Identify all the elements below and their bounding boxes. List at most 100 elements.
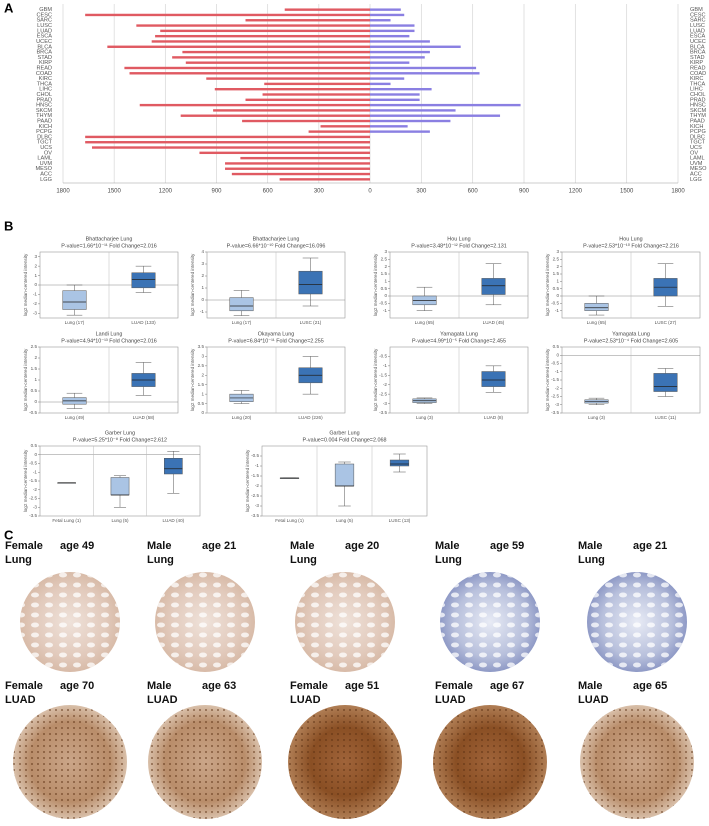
bar	[264, 82, 370, 86]
age-label: age 70	[60, 680, 94, 692]
y-tick-label: -0.5	[551, 361, 559, 366]
category-label: LAML	[690, 156, 705, 162]
bar	[155, 34, 370, 38]
x-tick-label: 1500	[107, 189, 121, 195]
x-tick-label: Lung (17)	[65, 320, 85, 325]
bar	[85, 141, 370, 144]
bar	[245, 19, 370, 22]
x-tick-label: LUAD (226)	[298, 415, 323, 420]
category-label: KICH	[690, 124, 703, 130]
category-label: UVM	[690, 161, 703, 167]
y-tick-label: -2	[33, 301, 38, 306]
tissue-images: Female age 49 Lung Male age 21 Lung Male age 20…	[5, 540, 694, 819]
category-label: UCS	[40, 145, 52, 151]
y-tick-label: 0	[556, 352, 559, 357]
y-tick-label: -1.5	[251, 473, 259, 478]
category-label: STAD	[690, 55, 705, 61]
category-label: LIHC	[690, 87, 703, 93]
y-tick-label: 1	[34, 377, 37, 382]
x-tick-label: Lung (3)	[588, 415, 606, 420]
category-label: HNSC	[36, 103, 52, 109]
category-label: LAML	[37, 156, 52, 162]
y-tick-label: 1	[556, 279, 559, 284]
category-label: PRAD	[36, 97, 52, 103]
y-tick-label: 2	[201, 273, 204, 278]
category-label: CESC	[690, 12, 706, 18]
bar	[225, 167, 370, 170]
age-label: age 21	[633, 540, 667, 552]
bar	[160, 29, 370, 33]
y-axis-label: log2 median-centered intensity	[373, 348, 378, 411]
y-tick-label: 0	[201, 410, 204, 415]
y-tick-label: 0.5	[31, 443, 38, 448]
category-label: READ	[690, 65, 706, 71]
category-label: KIRP	[39, 60, 52, 66]
bar	[370, 29, 415, 33]
category-label: OV	[690, 150, 698, 156]
y-tick-label: -3.5	[379, 410, 387, 415]
chart-title: Garber Lung	[329, 430, 359, 436]
bar	[370, 40, 430, 43]
y-tick-label: -2	[255, 483, 260, 488]
y-tick-label: -1	[555, 308, 560, 313]
y-tick-label: -2.5	[551, 394, 559, 399]
bar	[213, 109, 370, 112]
y-tick-label: -1	[33, 469, 38, 474]
chart-subtitle: P-value=5.25*10⁻⁸ Fold Change=2.612	[73, 437, 167, 443]
x-tick-label: 1500	[620, 189, 634, 195]
tissue-texture	[440, 572, 540, 672]
y-axis-label: log2 median-centered intensity	[545, 253, 550, 316]
y-tick-label: -3.5	[29, 513, 37, 518]
y-tick-label: 0	[201, 297, 204, 302]
x-tick-label: Lung (5)	[111, 518, 129, 523]
category-label: PAAD	[690, 118, 705, 124]
y-tick-label: -0.5	[379, 354, 387, 359]
bar	[370, 50, 430, 54]
y-tick-label: -3	[255, 503, 260, 508]
category-label: UCEC	[36, 39, 52, 45]
y-tick-label: 2	[201, 373, 204, 378]
x-tick-label: Lung (65)	[415, 320, 435, 325]
x-tick-label: Lung (65)	[587, 320, 607, 325]
x-tick-label: Lung (3)	[416, 415, 434, 420]
category-label: GBM	[690, 7, 703, 13]
y-tick-label: -1	[383, 363, 388, 368]
bar	[370, 13, 405, 17]
y-tick-label: 0	[34, 452, 37, 457]
chart-title: Bhattacharjee Lung	[253, 236, 300, 242]
y-tick-label: -1.5	[379, 373, 387, 378]
bar	[370, 19, 391, 22]
y-tick-label: 3.5	[198, 344, 205, 349]
x-tick-label: 600	[263, 189, 274, 195]
bar	[370, 61, 410, 64]
y-tick-label: 1.5	[198, 382, 205, 387]
category-label: UVM	[40, 161, 53, 167]
plot-frame	[261, 445, 428, 517]
x-tick-label: 900	[211, 189, 222, 195]
bar	[370, 72, 480, 75]
y-tick-label: 4	[201, 249, 204, 254]
category-label: ESCA	[690, 34, 706, 40]
y-tick-label: 3	[201, 261, 204, 266]
bar	[129, 72, 370, 75]
bar	[370, 130, 430, 133]
y-tick-label: 0.5	[198, 401, 205, 406]
x-tick-label: Lung (49)	[65, 415, 85, 420]
category-label: KIRP	[690, 60, 703, 66]
panel-label: B	[4, 218, 13, 233]
x-tick-label: LUSC (21)	[300, 320, 322, 325]
category-label: LUSC	[37, 23, 52, 29]
category-label: SKCM	[690, 108, 707, 114]
y-tick-label: 0.5	[553, 286, 560, 291]
sex-label: Male	[147, 540, 171, 552]
bar	[370, 77, 405, 80]
category-label: PRAD	[690, 97, 706, 103]
category-label: PCPG	[690, 129, 706, 135]
category-label: COAD	[690, 71, 706, 77]
y-tick-label: 0	[384, 293, 387, 298]
tissue-texture	[288, 705, 402, 819]
category-label: UCEC	[690, 39, 706, 45]
x-tick-label: LUAD (45)	[483, 320, 505, 325]
age-label: age 65	[633, 680, 667, 692]
